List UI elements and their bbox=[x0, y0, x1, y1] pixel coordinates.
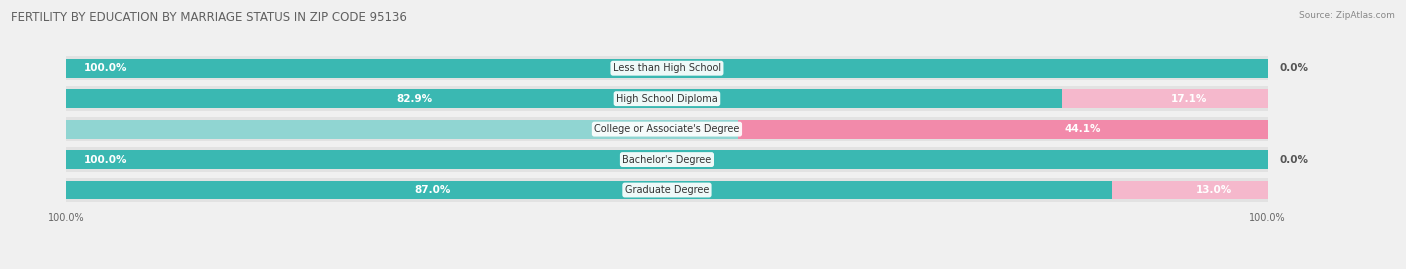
Text: 0.0%: 0.0% bbox=[1279, 155, 1309, 165]
Text: 13.0%: 13.0% bbox=[1195, 185, 1232, 195]
Bar bbox=[1063, 89, 1268, 108]
Bar bbox=[738, 120, 1268, 139]
Text: High School Diploma: High School Diploma bbox=[616, 94, 718, 104]
Text: 17.1%: 17.1% bbox=[1171, 94, 1208, 104]
Text: 55.9%: 55.9% bbox=[683, 124, 720, 134]
Text: Graduate Degree: Graduate Degree bbox=[624, 185, 709, 195]
Text: 100.0%: 100.0% bbox=[84, 155, 128, 165]
Text: Bachelor's Degree: Bachelor's Degree bbox=[623, 155, 711, 165]
Bar bbox=[66, 59, 1268, 78]
Bar bbox=[66, 150, 1268, 169]
Text: 0.0%: 0.0% bbox=[1279, 63, 1309, 73]
Bar bbox=[66, 56, 1268, 80]
Text: Source: ZipAtlas.com: Source: ZipAtlas.com bbox=[1299, 11, 1395, 20]
Bar bbox=[66, 120, 738, 139]
Text: Less than High School: Less than High School bbox=[613, 63, 721, 73]
Text: 100.0%: 100.0% bbox=[84, 63, 128, 73]
Bar bbox=[66, 147, 1268, 172]
Bar bbox=[66, 89, 1063, 108]
Bar bbox=[66, 180, 1112, 200]
Text: 44.1%: 44.1% bbox=[1064, 124, 1101, 134]
Text: 82.9%: 82.9% bbox=[396, 94, 433, 104]
Bar bbox=[66, 87, 1268, 111]
Bar bbox=[66, 117, 1268, 141]
Text: FERTILITY BY EDUCATION BY MARRIAGE STATUS IN ZIP CODE 95136: FERTILITY BY EDUCATION BY MARRIAGE STATU… bbox=[11, 11, 408, 24]
Bar bbox=[66, 178, 1268, 202]
Text: 87.0%: 87.0% bbox=[413, 185, 450, 195]
Bar bbox=[1112, 180, 1268, 200]
Text: College or Associate's Degree: College or Associate's Degree bbox=[595, 124, 740, 134]
